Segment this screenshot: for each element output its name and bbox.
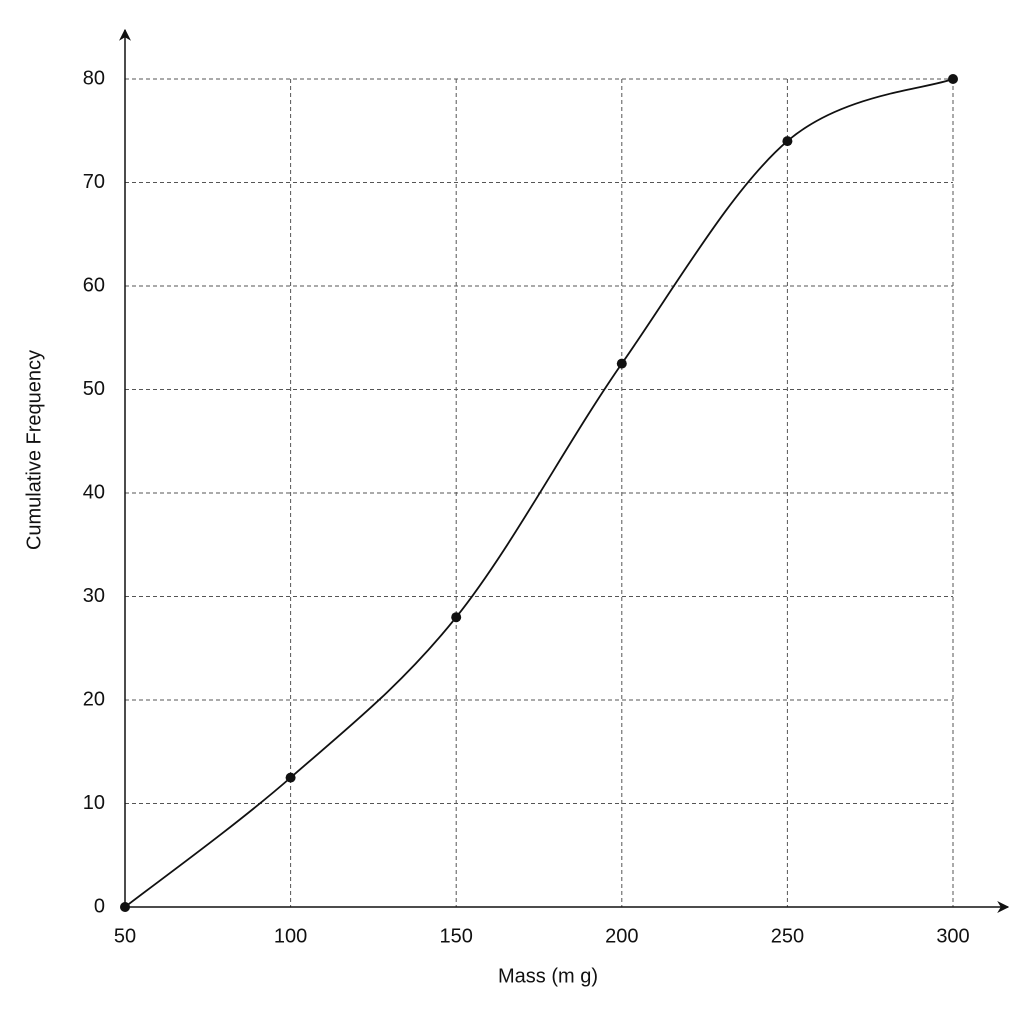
x-tick-label: 250 [771,925,804,947]
y-tick-label: 50 [83,378,105,400]
y-tick-label: 0 [94,895,105,917]
point [782,136,793,147]
y-axis-label: Cumulative Frequency [23,350,45,550]
x-axis-label: Mass (m g) [498,965,598,987]
y-tick-label: 40 [83,481,105,503]
point [948,74,958,84]
x-tick-label: 300 [936,925,969,947]
y-tick-label: 80 [83,67,105,89]
y-tick-label: 10 [83,792,105,814]
x-tick-label: 100 [274,925,307,947]
point [616,358,627,369]
y-tick-label: 20 [83,688,105,710]
point [120,902,130,912]
x-tick-label: 150 [440,925,473,947]
y-tick-label: 30 [83,585,105,607]
y-tick-label: 60 [83,274,105,296]
point [451,612,462,623]
x-tick-label: 50 [114,925,136,947]
y-tick-label: 70 [83,171,105,193]
point [285,772,296,783]
x-tick-label: 200 [605,925,638,947]
